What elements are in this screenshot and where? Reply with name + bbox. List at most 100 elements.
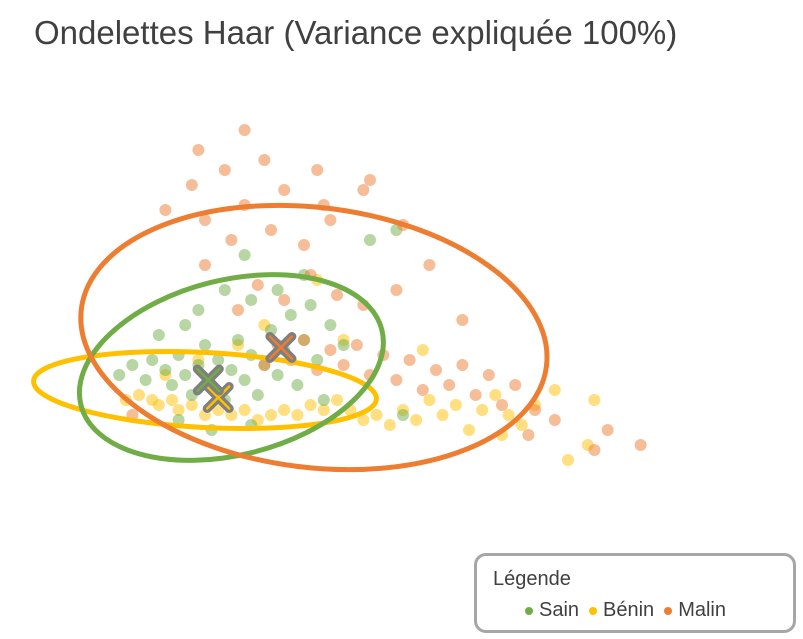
point-sain-28 <box>324 319 337 331</box>
point-benin-34 <box>588 394 601 406</box>
point-malin-5 <box>324 344 337 356</box>
legend-marker-sain <box>525 606 533 615</box>
point-malin-54 <box>192 144 205 156</box>
point-benin-28 <box>476 404 489 416</box>
point-benin-13 <box>278 404 291 416</box>
point-malin-12 <box>416 384 429 396</box>
point-benin-26 <box>449 399 462 411</box>
point-benin-29 <box>489 389 502 401</box>
point-sain-31 <box>218 284 231 296</box>
point-malin-19 <box>509 379 522 391</box>
point-sain-24 <box>291 379 304 391</box>
point-benin-20 <box>370 409 383 421</box>
point-malin-28 <box>390 284 403 296</box>
point-malin-35 <box>278 184 291 196</box>
legend-marker-benin <box>589 606 598 615</box>
point-benin-3 <box>152 399 165 411</box>
point-sain-0 <box>113 369 126 381</box>
point-benin-30 <box>502 409 515 421</box>
point-malin-20 <box>529 404 541 416</box>
point-sain-7 <box>179 369 192 381</box>
point-benin-31 <box>515 419 528 431</box>
point-malin-32 <box>298 239 310 251</box>
point-malin-26 <box>331 289 343 301</box>
point-malin-16 <box>469 389 482 401</box>
centroid-malin <box>265 332 297 363</box>
point-malin-7 <box>350 339 363 351</box>
point-malin-23 <box>251 279 264 291</box>
legend-label-benin: Bénin <box>603 599 655 621</box>
point-malin-10 <box>390 374 403 386</box>
point-sain-15 <box>232 334 244 346</box>
point-sain-3 <box>146 354 159 366</box>
point-malin-53 <box>634 439 647 451</box>
point-sain-37 <box>238 249 251 261</box>
point-benin-33 <box>548 384 561 396</box>
point-sain-14 <box>225 364 238 376</box>
point-malin-45 <box>199 214 211 226</box>
point-sain-4 <box>159 364 172 376</box>
point-sain-16 <box>238 374 251 386</box>
point-malin-47 <box>423 259 436 271</box>
point-sain-1 <box>126 359 139 371</box>
point-malin-39 <box>185 179 198 191</box>
point-malin-43 <box>364 174 376 186</box>
point-sain-35 <box>152 329 165 341</box>
legend-item-benin: Bénin <box>589 599 654 622</box>
centroid-sain <box>192 364 224 396</box>
point-malin-6 <box>337 359 350 371</box>
point-malin-17 <box>482 369 495 381</box>
point-benin-12 <box>265 409 277 421</box>
point-sain-26 <box>304 299 317 311</box>
point-malin-51 <box>601 424 614 436</box>
point-malin-30 <box>225 234 238 246</box>
legend-item-sain: Sain <box>525 599 579 622</box>
point-malin-52 <box>522 429 535 441</box>
point-benin-17 <box>331 394 343 406</box>
point-malin-31 <box>265 224 277 236</box>
centroid-benin <box>202 382 234 413</box>
point-benin-1 <box>133 389 145 401</box>
legend-item-malin: Malin <box>664 599 726 622</box>
point-sain-38 <box>364 234 376 246</box>
point-malin-15 <box>456 359 469 371</box>
points-layer <box>113 124 647 466</box>
point-malin-14 <box>443 379 456 391</box>
point-malin-21 <box>548 414 561 426</box>
legend-label-sain: Sain <box>539 599 580 621</box>
point-sain-27 <box>311 354 324 366</box>
point-malin-22 <box>232 304 244 316</box>
point-malin-29 <box>199 259 211 271</box>
point-benin-6 <box>185 399 198 411</box>
point-malin-37 <box>357 184 370 196</box>
point-malin-41 <box>258 154 271 166</box>
point-malin-42 <box>311 164 324 176</box>
point-benin-42 <box>562 454 574 466</box>
point-sain-44 <box>397 409 409 421</box>
point-malin-24 <box>278 294 291 306</box>
point-benin-5 <box>172 404 185 416</box>
point-malin-50 <box>588 444 601 456</box>
point-benin-27 <box>463 424 475 436</box>
point-benin-14 <box>291 409 304 421</box>
point-benin-15 <box>304 399 317 411</box>
point-sain-21 <box>271 369 284 381</box>
point-malin-13 <box>430 364 442 376</box>
point-sain-10 <box>199 339 211 351</box>
point-malin-46 <box>159 204 172 216</box>
centroid-layer <box>192 332 297 413</box>
point-malin-18 <box>496 399 508 411</box>
ellipse-malin <box>78 202 550 473</box>
legend: Légende Sain Bénin Malin <box>474 553 796 633</box>
point-benin-36 <box>416 344 429 356</box>
point-benin-10 <box>238 404 251 416</box>
ellipse-sain <box>76 272 386 463</box>
point-benin-23 <box>410 414 423 426</box>
point-malin-3 <box>298 334 310 346</box>
point-sain-5 <box>166 379 178 391</box>
point-malin-44 <box>238 124 251 136</box>
legend-title: Légende <box>493 568 571 590</box>
point-sain-33 <box>271 284 284 296</box>
point-sain-40 <box>172 414 185 426</box>
